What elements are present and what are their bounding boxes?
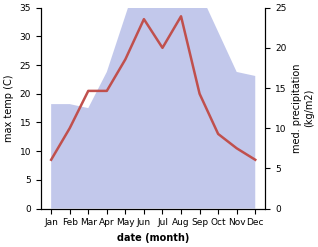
X-axis label: date (month): date (month) xyxy=(117,233,190,243)
Y-axis label: max temp (C): max temp (C) xyxy=(4,74,14,142)
Y-axis label: med. precipitation
(kg/m2): med. precipitation (kg/m2) xyxy=(292,63,314,153)
